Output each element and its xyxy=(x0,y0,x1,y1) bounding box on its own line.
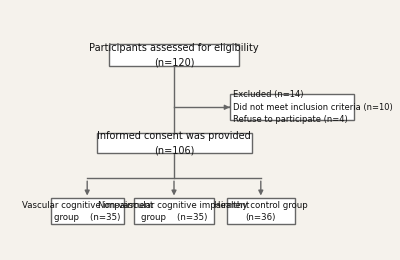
Text: Informed consent was provided
(n=106): Informed consent was provided (n=106) xyxy=(97,131,251,155)
Text: Non-vascular cognitive impairment
group    (n=35): Non-vascular cognitive impairment group … xyxy=(98,201,250,222)
Text: Healthy control group
(n=36): Healthy control group (n=36) xyxy=(214,201,308,222)
Text: Excluded (n=14)
Did not meet inclusion criteria (n=10)
Refuse to participate (n=: Excluded (n=14) Did not meet inclusion c… xyxy=(233,90,393,124)
Text: Vascular cognitive impairment
group    (n=35): Vascular cognitive impairment group (n=3… xyxy=(22,201,153,222)
Text: Participants assessed for eligibility
(n=120): Participants assessed for eligibility (n… xyxy=(89,43,259,67)
FancyBboxPatch shape xyxy=(227,198,295,224)
FancyBboxPatch shape xyxy=(230,94,354,120)
FancyBboxPatch shape xyxy=(96,133,252,153)
FancyBboxPatch shape xyxy=(134,198,214,224)
FancyBboxPatch shape xyxy=(109,44,239,66)
FancyBboxPatch shape xyxy=(51,198,124,224)
